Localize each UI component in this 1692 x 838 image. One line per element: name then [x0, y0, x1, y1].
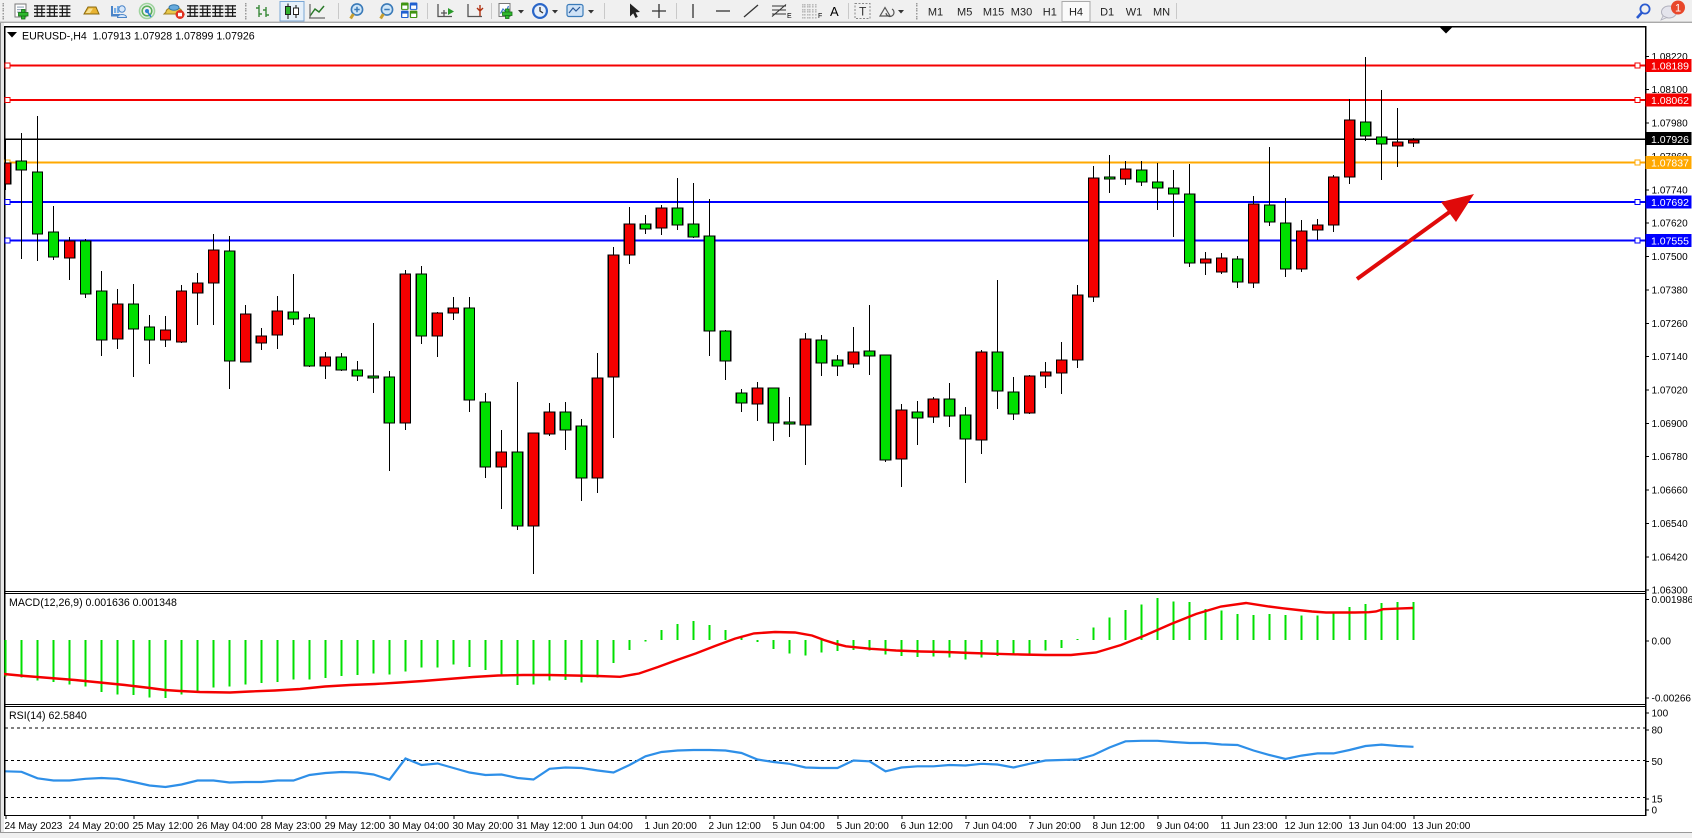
- svg-text:1.06540: 1.06540: [1652, 519, 1689, 530]
- svg-text:0: 0: [1652, 806, 1658, 817]
- svg-text:T: T: [859, 5, 867, 19]
- svg-text:12 Jun 12:00: 12 Jun 12:00: [1285, 821, 1343, 832]
- svg-text:1.07555: 1.07555: [1651, 236, 1689, 248]
- svg-text:1.07620: 1.07620: [1652, 219, 1689, 230]
- svg-text:13 Jun 04:00: 13 Jun 04:00: [1349, 821, 1407, 832]
- svg-text:H4: H4: [1069, 7, 1083, 19]
- svg-text:1.06780: 1.06780: [1652, 452, 1689, 463]
- svg-text:1.07740: 1.07740: [1652, 185, 1689, 196]
- svg-text:1.08062: 1.08062: [1651, 95, 1689, 107]
- svg-text:1.06660: 1.06660: [1652, 486, 1689, 497]
- svg-text:H1: H1: [1043, 7, 1057, 19]
- svg-text:MN: MN: [1153, 7, 1170, 19]
- svg-text:MACD(12,26,9) 0.001636 0.00134: MACD(12,26,9) 0.001636 0.001348: [9, 597, 177, 609]
- svg-text:1.07380: 1.07380: [1652, 285, 1689, 296]
- svg-text:1.08189: 1.08189: [1651, 61, 1689, 73]
- svg-text:15: 15: [1652, 795, 1664, 806]
- svg-text:M1: M1: [928, 7, 943, 19]
- svg-text:0.001986: 0.001986: [1652, 595, 1692, 606]
- svg-text:1.06900: 1.06900: [1652, 419, 1689, 430]
- svg-text:80: 80: [1652, 726, 1664, 737]
- svg-text:1.06300: 1.06300: [1652, 586, 1689, 597]
- svg-text:1.08100: 1.08100: [1652, 85, 1689, 96]
- svg-text:0.00: 0.00: [1652, 637, 1672, 648]
- svg-text:50: 50: [1652, 757, 1664, 768]
- svg-text:E: E: [787, 13, 792, 20]
- svg-text:W1: W1: [1126, 7, 1143, 19]
- svg-text:24 May 2023: 24 May 2023: [5, 821, 63, 832]
- svg-text:5 Jun 20:00: 5 Jun 20:00: [837, 821, 890, 832]
- svg-text:1.07260: 1.07260: [1652, 319, 1689, 330]
- svg-text:26 May 04:00: 26 May 04:00: [197, 821, 258, 832]
- svg-text:24 May 20:00: 24 May 20:00: [69, 821, 130, 832]
- svg-text:M5: M5: [957, 7, 972, 19]
- svg-text:1.07500: 1.07500: [1652, 252, 1689, 263]
- svg-text:D1: D1: [1100, 7, 1114, 19]
- svg-text:1.08220: 1.08220: [1652, 52, 1689, 63]
- svg-text:6 Jun 12:00: 6 Jun 12:00: [901, 821, 954, 832]
- svg-text:8 Jun 12:00: 8 Jun 12:00: [1093, 821, 1146, 832]
- svg-text:-0.00266: -0.00266: [1652, 694, 1692, 705]
- svg-text:5 Jun 04:00: 5 Jun 04:00: [773, 821, 826, 832]
- svg-text:A: A: [830, 4, 839, 19]
- svg-text:13 Jun 20:00: 13 Jun 20:00: [1413, 821, 1471, 832]
- svg-text:30 May 20:00: 30 May 20:00: [453, 821, 514, 832]
- svg-text:31 May 12:00: 31 May 12:00: [517, 821, 578, 832]
- svg-text:9 Jun 04:00: 9 Jun 04:00: [1157, 821, 1210, 832]
- svg-text:100: 100: [1652, 708, 1669, 719]
- svg-text:1 Jun 20:00: 1 Jun 20:00: [645, 821, 698, 832]
- svg-text:M15: M15: [983, 7, 1004, 19]
- svg-text:11 Jun 23:00: 11 Jun 23:00: [1221, 821, 1279, 832]
- svg-text:30 May 04:00: 30 May 04:00: [389, 821, 450, 832]
- svg-text:1.07020: 1.07020: [1652, 386, 1689, 397]
- svg-text:28 May 23:00: 28 May 23:00: [261, 821, 322, 832]
- svg-text:2 Jun 12:00: 2 Jun 12:00: [709, 821, 762, 832]
- svg-text:1.07140: 1.07140: [1652, 352, 1689, 363]
- svg-text:1.07837: 1.07837: [1651, 158, 1689, 170]
- svg-text:7 Jun 04:00: 7 Jun 04:00: [965, 821, 1018, 832]
- svg-text:29 May 12:00: 29 May 12:00: [325, 821, 386, 832]
- svg-text:25 May 12:00: 25 May 12:00: [133, 821, 194, 832]
- svg-text:EURUSD-,H4 1.07913 1.07928 1.: EURUSD-,H4 1.07913 1.07928 1.07899 1.079…: [22, 31, 255, 43]
- svg-text:1 Jun 04:00: 1 Jun 04:00: [581, 821, 634, 832]
- svg-text:RSI(14) 62.5840: RSI(14) 62.5840: [9, 710, 87, 722]
- svg-text:1.07980: 1.07980: [1652, 119, 1689, 130]
- svg-text:1.06420: 1.06420: [1652, 552, 1689, 563]
- svg-text:M30: M30: [1011, 7, 1032, 19]
- svg-text:7 Jun 20:00: 7 Jun 20:00: [1029, 821, 1082, 832]
- svg-text:F: F: [818, 13, 822, 20]
- svg-text:1: 1: [1675, 3, 1681, 15]
- svg-text:1.07692: 1.07692: [1651, 197, 1689, 209]
- svg-text:1.07926: 1.07926: [1651, 134, 1689, 146]
